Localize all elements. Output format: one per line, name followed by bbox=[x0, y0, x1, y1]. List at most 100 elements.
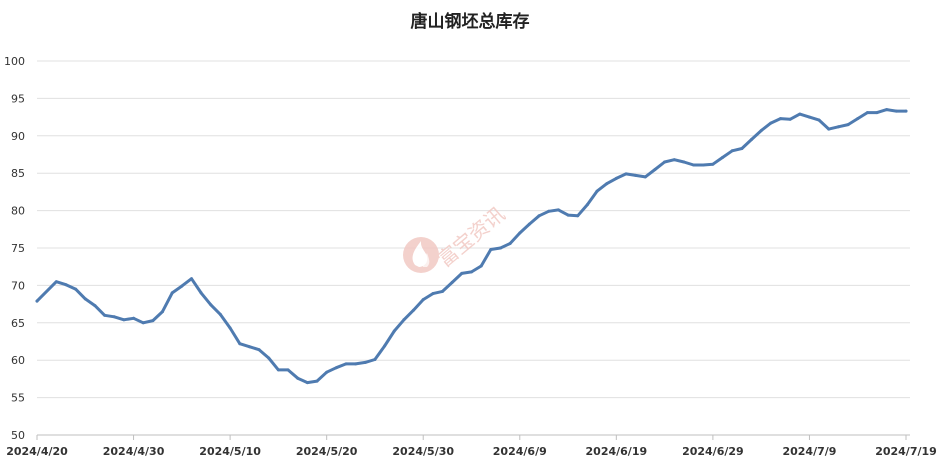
data-point bbox=[190, 277, 193, 281]
x-tick-label: 2024/5/10 bbox=[199, 445, 261, 458]
y-tick-label: 55 bbox=[11, 392, 25, 405]
data-point bbox=[141, 321, 145, 325]
data-point bbox=[527, 222, 531, 226]
data-point bbox=[798, 112, 802, 116]
data-point bbox=[846, 123, 850, 127]
data-point bbox=[450, 280, 454, 284]
data-point bbox=[296, 376, 300, 380]
x-tick-label: 2024/6/9 bbox=[493, 445, 547, 458]
data-point bbox=[730, 149, 734, 153]
data-point bbox=[64, 283, 68, 287]
x-axis-ticks: 2024/4/20 2024/4/30 2024/5/10 2024/5/20 2024… bbox=[6, 435, 937, 458]
data-point bbox=[894, 109, 898, 113]
data-point bbox=[537, 214, 541, 218]
data-point bbox=[672, 158, 676, 162]
y-tick-label: 100 bbox=[4, 55, 25, 68]
data-point bbox=[595, 189, 599, 193]
x-tick-label: 2024/5/20 bbox=[296, 445, 358, 458]
data-point bbox=[479, 264, 483, 268]
data-point bbox=[779, 117, 782, 121]
series-line bbox=[35, 108, 908, 385]
data-point bbox=[276, 368, 280, 372]
data-point bbox=[769, 121, 773, 125]
data-point bbox=[412, 308, 416, 312]
data-points bbox=[35, 108, 908, 385]
data-point bbox=[441, 289, 444, 293]
data-point bbox=[431, 292, 435, 296]
data-point bbox=[151, 319, 155, 323]
data-point bbox=[692, 163, 696, 167]
chart-title: 唐山钢坯总库存 bbox=[411, 11, 530, 32]
data-point bbox=[856, 117, 860, 121]
x-tick-label: 2024/6/29 bbox=[682, 445, 744, 458]
data-point bbox=[865, 111, 869, 115]
data-point bbox=[83, 297, 87, 301]
x-tick-label: 2024/5/30 bbox=[392, 445, 454, 458]
data-point bbox=[122, 318, 126, 322]
data-point bbox=[74, 287, 78, 291]
data-point bbox=[489, 248, 493, 251]
x-tick-label: 2024/4/30 bbox=[103, 445, 165, 458]
data-point bbox=[585, 203, 589, 207]
data-point bbox=[827, 127, 831, 131]
data-point bbox=[54, 280, 58, 284]
x-tick-label: 2024/7/19 bbox=[875, 445, 937, 458]
data-point bbox=[576, 214, 580, 218]
data-point bbox=[836, 125, 840, 129]
data-point bbox=[614, 176, 618, 180]
data-point bbox=[460, 271, 464, 275]
data-point bbox=[315, 379, 319, 383]
y-tick-label: 85 bbox=[11, 167, 25, 180]
data-point bbox=[875, 111, 879, 115]
data-point bbox=[817, 118, 821, 122]
flame-logo-icon bbox=[403, 237, 439, 273]
y-tick-label: 95 bbox=[11, 92, 25, 105]
data-point bbox=[247, 345, 251, 349]
y-tick-label: 60 bbox=[11, 354, 25, 367]
data-point bbox=[305, 381, 309, 385]
data-point bbox=[499, 246, 502, 250]
data-point bbox=[161, 310, 164, 314]
data-point bbox=[170, 291, 174, 295]
watermark-text: 富宝资讯 bbox=[433, 202, 510, 272]
data-point bbox=[238, 342, 242, 346]
data-point bbox=[334, 366, 338, 370]
data-point bbox=[643, 175, 647, 179]
data-point bbox=[354, 362, 358, 366]
data-point bbox=[566, 213, 570, 217]
data-point bbox=[325, 370, 329, 374]
y-tick-label: 50 bbox=[11, 429, 25, 442]
data-point bbox=[286, 368, 290, 372]
y-tick-label: 75 bbox=[11, 242, 25, 255]
y-tick-label: 80 bbox=[11, 205, 25, 218]
data-point bbox=[209, 303, 213, 307]
data-point bbox=[634, 173, 638, 177]
data-point bbox=[103, 313, 107, 317]
data-point bbox=[556, 208, 560, 212]
data-point bbox=[35, 299, 39, 303]
data-point bbox=[605, 182, 609, 186]
data-point bbox=[740, 147, 744, 150]
data-point bbox=[518, 231, 522, 235]
data-point bbox=[701, 163, 705, 167]
y-axis-ticks: 50 55 60 65 70 75 80 85 90 95 100 bbox=[4, 55, 25, 442]
data-point bbox=[807, 115, 811, 119]
data-point bbox=[508, 242, 512, 245]
y-tick-label: 65 bbox=[11, 317, 25, 330]
data-point bbox=[363, 360, 367, 364]
data-point bbox=[93, 304, 97, 308]
watermark: 富宝资讯 bbox=[403, 202, 509, 273]
y-tick-label: 90 bbox=[11, 130, 25, 143]
data-point bbox=[228, 326, 232, 330]
data-point bbox=[711, 162, 715, 166]
data-point bbox=[885, 108, 889, 112]
data-point bbox=[344, 362, 348, 366]
data-point bbox=[199, 291, 203, 295]
data-point bbox=[180, 284, 184, 288]
data-point bbox=[112, 315, 116, 319]
data-point bbox=[470, 270, 473, 274]
data-point bbox=[547, 209, 551, 213]
data-point bbox=[624, 172, 628, 176]
x-tick-label: 2024/7/9 bbox=[782, 445, 836, 458]
data-point bbox=[392, 329, 396, 333]
